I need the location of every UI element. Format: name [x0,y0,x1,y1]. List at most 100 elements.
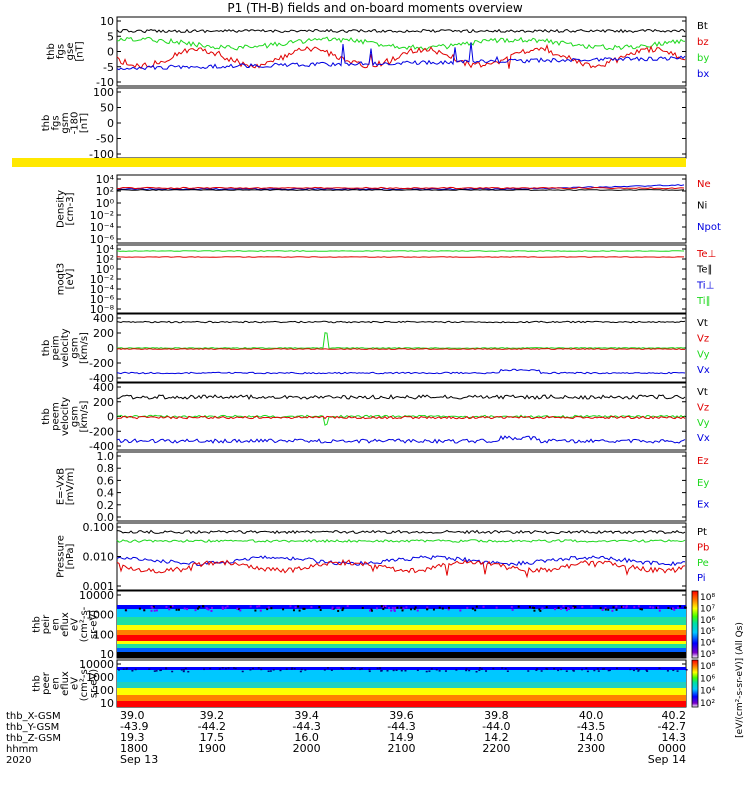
legend-Ex: Ex [697,500,709,511]
spectrogram-speck [291,667,294,669]
spectrogram-speck [633,606,636,609]
trace-Npot [116,184,685,191]
spectrogram-speck [425,670,428,673]
ytick-pressure: 0.010 [83,551,115,564]
legend-Vz: Vz [697,402,709,413]
ytick-temperature: 10⁻⁸ [90,303,115,316]
spectrogram-speck [482,605,485,608]
spectrogram-speck [615,667,618,670]
ytick-temperature: 10² [96,253,114,266]
spectrogram-speck [330,669,333,671]
spectrogram-speck [401,609,404,612]
spectrogram-speck [565,609,568,612]
trace-Bt [116,28,686,34]
spectrogram-speck [657,606,660,609]
panel-frame [116,174,687,244]
trace-Vz [116,415,686,420]
spectrogram-speck [400,606,403,609]
ylabel-peer-spectrogram: eflux [60,671,71,696]
xaxis-value: 39.6 [389,709,414,722]
panel-temperature [116,244,687,314]
xaxis-value: 1800 [120,742,148,755]
spectrogram-speck [153,670,156,672]
ytick-fgs-gsm: -100 [89,148,114,161]
ytick-fgs-gsm: -50 [96,133,114,146]
spectrogram-speck [165,605,168,608]
spectrogram-speck [565,670,568,672]
panel-frame [116,382,687,451]
spectrogram-speck [625,606,628,609]
spectrogram-speck [538,608,541,611]
spectrogram-speck [182,668,185,671]
legend-Te∥: Te∥ [696,265,713,276]
xaxis-value: -43.9 [120,720,148,733]
spectrogram-speck [266,608,269,611]
ylabel-peer-spectrogram: sr-eV) [89,669,100,698]
legend-Ez: Ez [697,456,709,467]
spectrogram-band [117,670,686,682]
ylabel-peer-spectrogram: en [51,677,62,690]
xaxis-value: 39.0 [120,709,145,722]
legend-Vy: Vy [697,418,710,429]
spectrogram-speck [637,605,640,608]
spectrogram-speck [196,607,199,610]
spectrogram-speck [539,609,542,612]
spectrogram-speck [478,669,481,671]
spectrogram-speck [370,609,373,612]
legend-Pi: Pi [697,573,706,584]
xaxis-value: -44.3 [387,720,415,733]
spectrogram-speck [341,609,344,612]
spectrogram-speck [670,607,673,610]
spectrogram-speck [351,667,354,669]
spectrogram-speck [218,668,221,670]
spectrogram-speck [590,605,593,608]
legend-bx: bx [697,69,709,80]
spectrogram-band [117,635,686,641]
spectrogram-band [117,617,686,625]
ylabel-e-field: [mV/m] [65,468,76,506]
ytick-peir-spectrogram: 1000 [86,609,114,622]
spectrogram-speck [282,608,285,611]
colorbar [691,659,699,708]
spectrogram-speck [479,667,482,669]
spectrogram-speck [303,607,306,610]
spectrogram-speck [495,606,498,609]
spectrogram-speck [685,668,688,671]
spectrogram-speck [270,607,273,610]
spectrogram-speck [207,608,210,611]
ytick-peim-velocity: 0 [107,342,114,355]
spectrogram-speck [297,605,300,608]
ytick-e-field: 0.4 [97,487,115,500]
colorbar [691,590,699,659]
spectrogram-speck [608,669,611,672]
spectrogram-speck [471,607,474,610]
xaxis-row-label: thb_X-GSM [6,711,61,722]
ylabel-e-field: E=-VxB [55,468,66,505]
colorbar-tick: 10² [700,699,715,709]
spectrogram-speck [285,668,288,670]
spectrogram-speck [517,605,520,608]
panel-density [116,174,687,244]
ylabel-peir-spectrogram: eV [70,618,81,631]
panel-frame [116,244,687,314]
legend-Bt: Bt [697,21,708,32]
spectrogram-speck [382,608,385,611]
spectrogram-speck [560,668,563,671]
spectrogram-speck [645,669,648,671]
legend-bz: bz [697,37,709,48]
trace-Vt [116,320,686,324]
spectrogram-speck [138,607,141,610]
spectrogram-speck [465,668,468,670]
spectrogram-speck [574,605,577,608]
spectrogram-speck [187,670,190,673]
spectrogram-speck [622,605,625,608]
xaxis-value: 14.3 [662,731,687,744]
ylabel-density: Density [55,190,66,228]
ytick-e-field: 0.0 [97,511,115,524]
xaxis-row-label: 2020 [6,755,31,766]
spectrogram-speck [249,605,252,608]
xaxis-row-label: thb_Y-GSM [6,722,59,733]
ytick-fgs-gse: -5 [103,61,114,74]
ylabel-fgs-gsm: fgs [51,115,62,130]
ytick-peim-velocity: 400 [93,312,114,325]
